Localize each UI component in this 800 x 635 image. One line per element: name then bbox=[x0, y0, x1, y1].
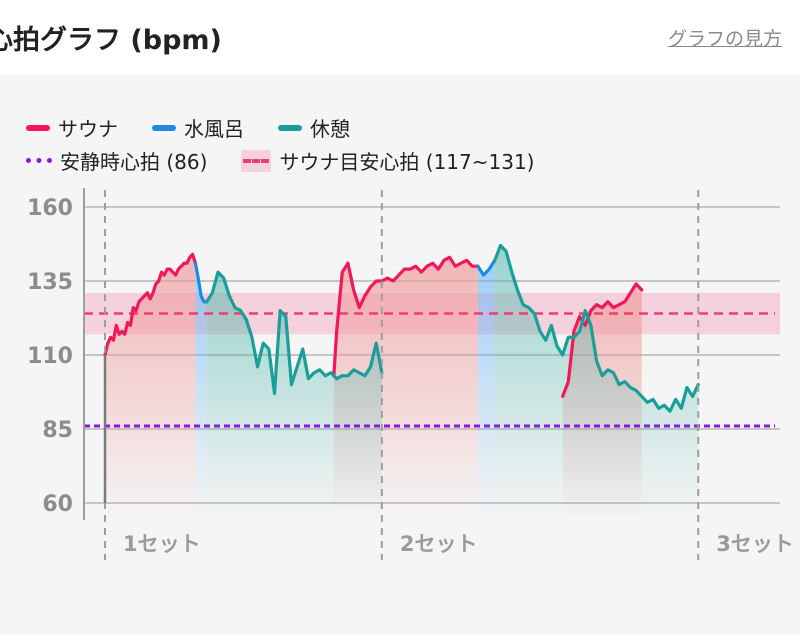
sauna-swatch bbox=[26, 124, 50, 131]
sauna-target-swatch bbox=[241, 149, 272, 172]
sauna-line-2 bbox=[332, 255, 480, 378]
y-tick-label: 135 bbox=[27, 270, 73, 295]
y-tick-label: 160 bbox=[27, 196, 73, 221]
rest-line-1 bbox=[205, 270, 384, 396]
y-tick-label: 60 bbox=[42, 492, 73, 517]
y-tick-label: 85 bbox=[42, 418, 73, 443]
legend-sauna-target: サウナ目安心拍 (117~131) bbox=[241, 146, 535, 175]
set-label-1: 1セット bbox=[123, 532, 201, 556]
cold-bath-area-2 bbox=[477, 260, 495, 520]
cold-bath-line-1 bbox=[193, 261, 209, 304]
legend-sauna-target-label: サウナ目安心拍 (117~131) bbox=[279, 150, 535, 174]
legend-cold-bath-label: 水風呂 bbox=[184, 117, 244, 141]
cold-bath-swatch bbox=[152, 124, 176, 131]
legend-cold-bath: 水風呂 bbox=[152, 113, 244, 142]
rest-swatch bbox=[278, 124, 302, 131]
legend-row-reference: 安静時心拍 (86) サウナ目安心拍 (117~131) bbox=[26, 146, 535, 175]
legend-sauna: サウナ bbox=[26, 113, 118, 142]
graph-help-link[interactable]: グラフの見方 bbox=[668, 28, 783, 50]
legend-resting-hr: 安静時心拍 (86) bbox=[26, 146, 207, 175]
legend-resting-hr-label: 安静時心拍 (86) bbox=[60, 150, 208, 174]
cold-bath-line-2 bbox=[476, 258, 497, 277]
legend-rest-label: 休憩 bbox=[310, 117, 350, 141]
y-tick-label: 110 bbox=[27, 344, 73, 369]
sauna-area-1 bbox=[105, 254, 196, 521]
rest-line-2 bbox=[493, 243, 700, 413]
sauna-line-1 bbox=[103, 252, 197, 357]
legend-rest: 休憩 bbox=[278, 113, 350, 142]
cold-bath-area-1 bbox=[195, 263, 207, 520]
rest-area-2 bbox=[494, 245, 699, 521]
set-label-2: 2セット bbox=[400, 532, 478, 556]
page-title: 心拍グラフ (bpm) bbox=[0, 25, 222, 56]
legend-sauna-label: サウナ bbox=[58, 117, 118, 141]
legend-row-phases: サウナ 水風呂 休憩 bbox=[26, 113, 350, 142]
sauna-line-3 bbox=[561, 282, 644, 399]
heart-rate-chart: 60 85 110 135 160 1セット 2セット 3セット bbox=[27, 188, 794, 560]
resting-hr-swatch bbox=[26, 158, 52, 163]
set-label-3: 3セット bbox=[716, 532, 794, 556]
